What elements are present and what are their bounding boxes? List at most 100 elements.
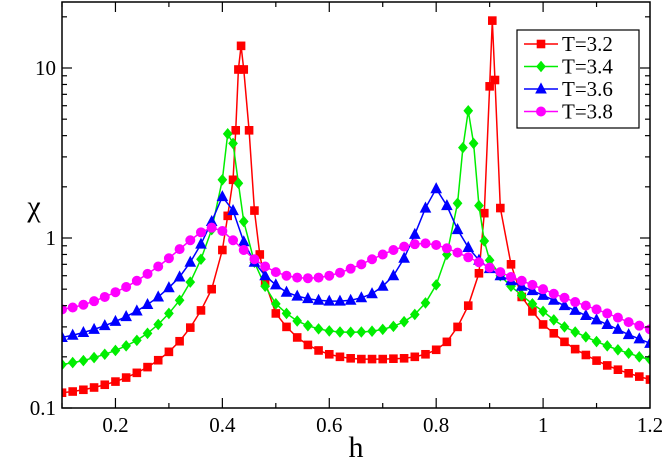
data-point bbox=[143, 362, 152, 372]
data-point bbox=[142, 327, 153, 340]
data-point bbox=[153, 261, 164, 272]
x-tick-label: 1 bbox=[538, 413, 549, 437]
data-point bbox=[79, 385, 88, 395]
data-point bbox=[473, 257, 484, 268]
data-point bbox=[313, 272, 324, 283]
data-point bbox=[612, 312, 623, 323]
data-point bbox=[324, 325, 335, 337]
data-point bbox=[228, 235, 239, 246]
data-point bbox=[249, 254, 260, 265]
data-point bbox=[452, 197, 463, 210]
data-point bbox=[601, 317, 614, 329]
data-point bbox=[222, 128, 233, 140]
data-point bbox=[355, 291, 368, 303]
data-point bbox=[345, 263, 356, 274]
data-point bbox=[281, 307, 292, 320]
data-point bbox=[592, 356, 601, 365]
data-point bbox=[302, 292, 314, 304]
data-point bbox=[580, 300, 591, 311]
data-point bbox=[623, 347, 634, 360]
data-point bbox=[110, 287, 121, 298]
data-point bbox=[62, 358, 67, 371]
data-point bbox=[292, 333, 302, 342]
data-point bbox=[635, 372, 644, 381]
data-point bbox=[538, 284, 549, 295]
data-point bbox=[259, 269, 271, 281]
data-point bbox=[217, 225, 228, 236]
data-point bbox=[195, 237, 207, 249]
data-point bbox=[367, 325, 377, 337]
data-point bbox=[549, 329, 559, 338]
data-point bbox=[303, 340, 313, 350]
data-point bbox=[462, 240, 475, 252]
data-point bbox=[174, 244, 185, 255]
data-point bbox=[356, 326, 367, 338]
data-point bbox=[526, 284, 539, 296]
data-point bbox=[78, 299, 89, 310]
data-point bbox=[538, 320, 548, 329]
data-point bbox=[377, 249, 388, 260]
data-point bbox=[131, 334, 142, 347]
data-point bbox=[239, 65, 249, 74]
data-point bbox=[227, 203, 239, 216]
data-point bbox=[485, 82, 494, 91]
data-point bbox=[216, 190, 229, 202]
data-point bbox=[468, 137, 479, 150]
data-point bbox=[185, 235, 196, 246]
data-point bbox=[558, 299, 571, 311]
legend: T=3.2T=3.4T=3.6T=3.8 bbox=[516, 29, 640, 129]
data-point bbox=[420, 297, 431, 309]
data-point bbox=[580, 308, 592, 321]
data-point bbox=[399, 354, 409, 363]
data-point bbox=[367, 254, 378, 265]
data-point bbox=[463, 301, 473, 310]
data-point bbox=[570, 326, 581, 338]
legend-item: T=3.4 bbox=[524, 55, 613, 79]
data-point bbox=[399, 315, 409, 328]
data-point bbox=[99, 348, 110, 361]
data-point bbox=[527, 279, 538, 290]
data-point bbox=[490, 75, 500, 85]
data-point bbox=[255, 250, 265, 259]
data-point bbox=[479, 235, 490, 247]
x-tick-label: 0.4 bbox=[209, 413, 236, 437]
data-point bbox=[442, 337, 452, 347]
data-point bbox=[451, 223, 464, 235]
data-point bbox=[282, 322, 291, 332]
data-point bbox=[312, 293, 325, 305]
data-point bbox=[153, 318, 164, 331]
data-point bbox=[175, 336, 184, 346]
data-point bbox=[323, 294, 336, 306]
series-line bbox=[62, 226, 650, 331]
x-tick-label: 0.2 bbox=[102, 413, 128, 437]
data-point bbox=[410, 352, 420, 362]
data-point bbox=[88, 322, 100, 334]
data-point bbox=[408, 227, 421, 239]
data-point bbox=[132, 368, 142, 378]
data-point bbox=[516, 275, 527, 286]
data-point bbox=[644, 336, 650, 348]
data-point bbox=[99, 291, 110, 302]
y-tick-label: 10 bbox=[35, 56, 56, 80]
data-point bbox=[399, 241, 410, 252]
data-point bbox=[335, 352, 345, 362]
data-point bbox=[602, 308, 613, 319]
legend-marker bbox=[536, 106, 546, 117]
data-point bbox=[195, 227, 206, 238]
data-point bbox=[238, 215, 249, 228]
data-point bbox=[141, 297, 154, 310]
x-tick-label: 1.2 bbox=[637, 413, 663, 437]
data-point bbox=[68, 387, 77, 396]
data-point bbox=[270, 267, 281, 278]
data-point bbox=[78, 354, 89, 367]
data-point bbox=[207, 284, 216, 294]
data-point bbox=[623, 317, 634, 328]
data-point bbox=[633, 332, 646, 344]
data-point bbox=[345, 326, 356, 339]
data-point bbox=[292, 272, 303, 283]
data-point bbox=[314, 346, 323, 355]
legend-label: T=3.4 bbox=[562, 55, 613, 79]
data-point bbox=[302, 273, 313, 284]
data-point bbox=[613, 365, 623, 374]
data-point bbox=[164, 307, 174, 320]
